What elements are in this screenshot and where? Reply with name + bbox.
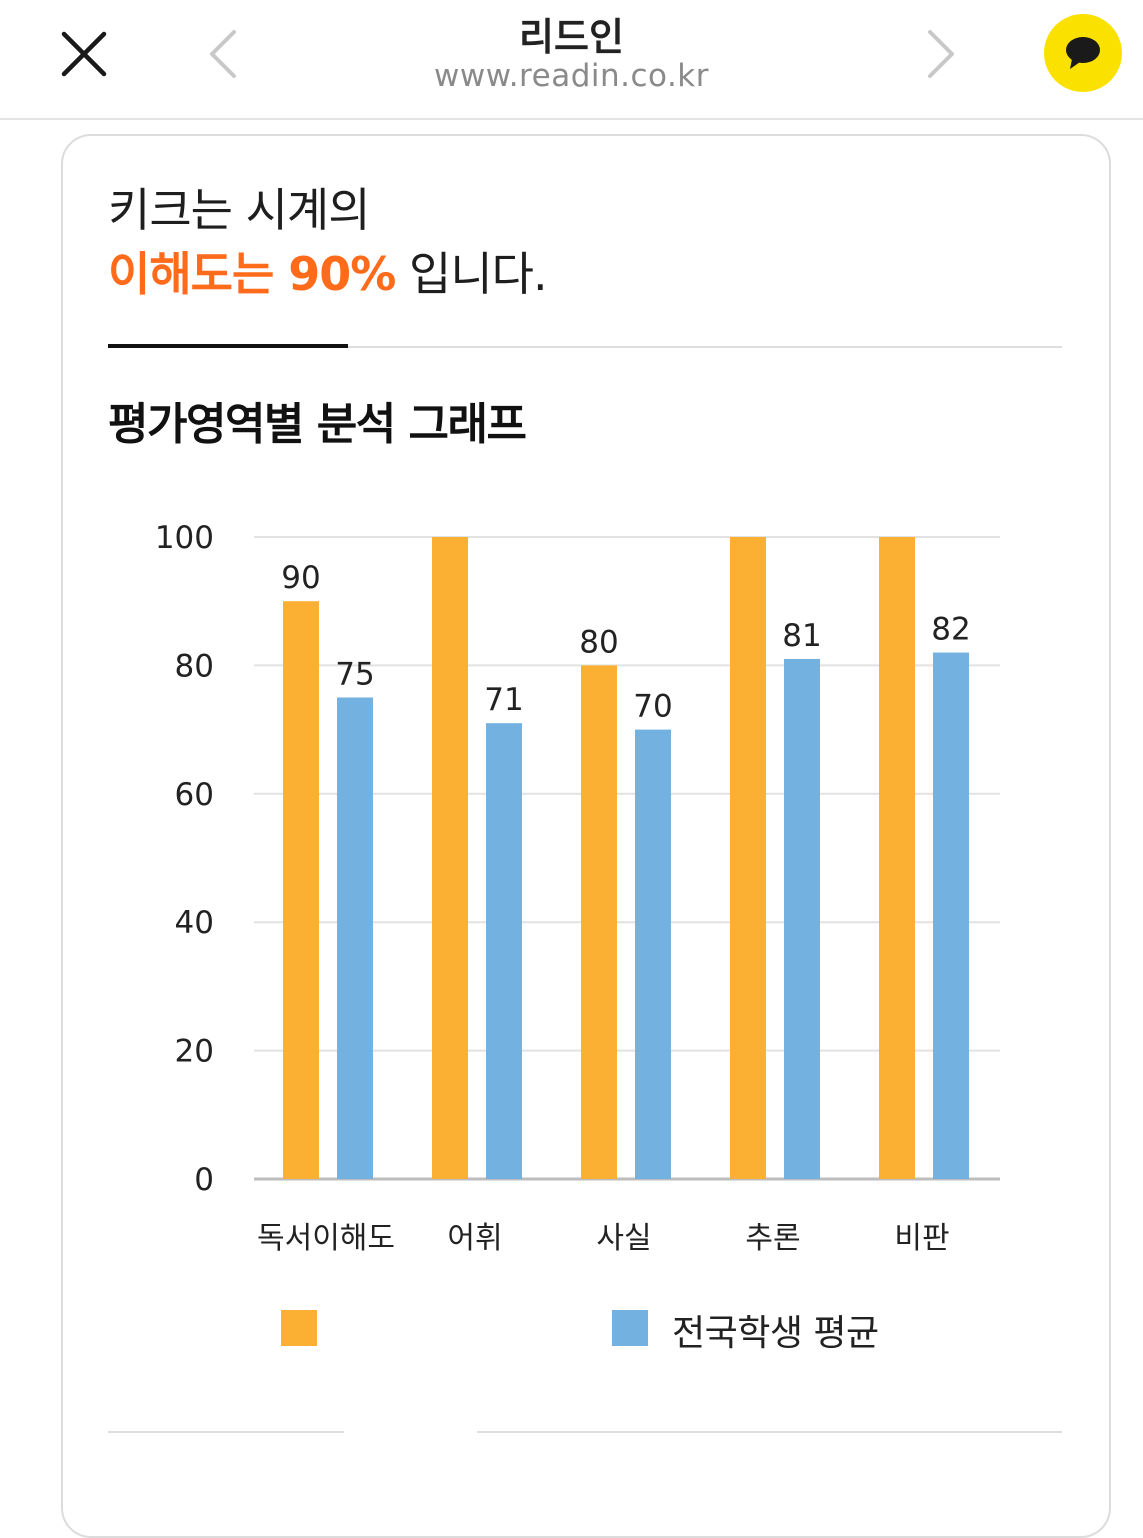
bar-national [337,697,373,1179]
divider-line [108,346,1062,348]
bar-student [581,665,617,1179]
x-category-label: 독서이해도 [257,1221,395,1256]
y-tick-label: 80 [175,648,214,684]
y-tick-label: 40 [175,905,214,941]
bar-student [283,601,319,1179]
analysis-bar-chart: 0 20 40 60 80 100 90 80 75 71 70 81 82 독서이해도 어휘 사실 추론 비판 [155,520,1000,1256]
bar-national [933,652,969,1179]
x-category-label: 사실 [596,1221,651,1256]
legend-overlay [330,1296,478,1356]
data-label: 90 [281,560,320,596]
legend-item-national: 전국학생 평균 [612,1304,932,1354]
kakao-talk-icon [1066,37,1100,69]
page-title: 리드인 [519,15,624,59]
section-title: 평가영역별 분석 그래프 [108,399,527,450]
y-tick-label: 20 [175,1034,214,1070]
y-tick-label: 0 [194,1162,214,1198]
bar-national [486,723,522,1179]
y-tick-label: 100 [155,520,214,556]
data-label: 75 [335,657,374,693]
legend-label-national: 전국학생 평균 [672,1313,879,1354]
bar-student [730,537,766,1179]
x-category-label: 어휘 [447,1221,502,1256]
data-label: 82 [931,612,970,648]
y-tick-label: 60 [175,777,214,813]
divider-accent [108,344,348,348]
bar-national [635,729,671,1179]
data-label: 81 [782,618,821,654]
comprehension-highlight: 이해도는 90% [108,247,396,301]
section-divider [108,344,1062,348]
legend-swatch-national [612,1310,648,1346]
result-line2-rest: 입니다. [395,247,548,301]
chevron-right-icon[interactable] [922,26,962,82]
x-category-label: 비판 [894,1221,949,1256]
result-headline: 키크는 시계의 이해도는 90% 입니다. [108,178,548,306]
close-icon[interactable] [58,28,110,80]
bottom-divider-left [108,1431,344,1433]
bottom-divider-right [477,1431,1062,1433]
bar-student [432,537,468,1179]
page-url: www.readin.co.kr [433,58,709,94]
bar-student [879,537,915,1179]
data-label: 71 [484,682,523,718]
legend-swatch-student [281,1310,317,1346]
result-line2: 이해도는 90% 입니다. [108,242,548,306]
result-line1: 키크는 시계의 [108,183,371,237]
kakao-share-button[interactable] [1044,14,1122,92]
data-label: 80 [579,624,618,660]
data-label: 70 [633,689,672,725]
x-category-label: 추론 [745,1221,800,1256]
browser-top-bar: 리드인 www.readin.co.kr [0,0,1143,120]
bar-national [784,658,820,1179]
chevron-left-icon[interactable] [202,26,242,82]
